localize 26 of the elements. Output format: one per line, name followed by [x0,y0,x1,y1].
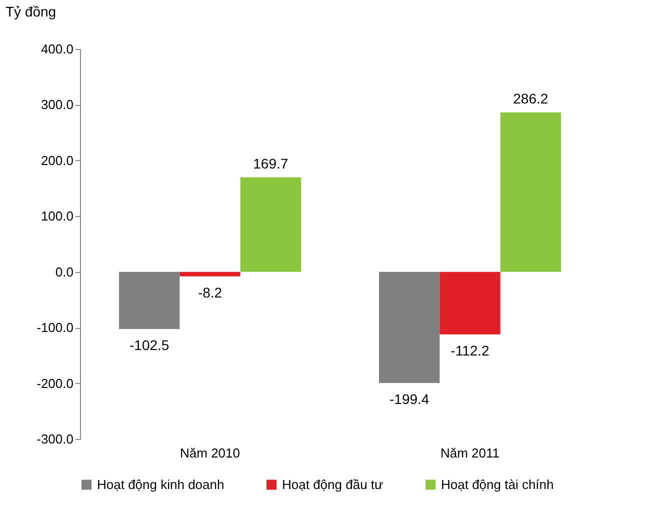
bar [500,112,561,272]
bar [119,272,180,329]
legend-label: Hoạt động tài chính [441,476,554,492]
data-label: 169.7 [253,155,288,172]
y-tick-label: -300.0 [36,432,74,446]
legend-label: Hoạt động kinh doanh [97,476,224,492]
x-tick-label: Năm 2011 [440,446,500,460]
legend-label: Hoạt động đầu tư [282,476,384,492]
data-label: -199.4 [389,390,430,407]
data-label: 286.2 [513,90,548,106]
y-tick-label: 0.0 [55,264,74,280]
bar [379,272,440,383]
y-axis-title: Tỷ đồng [6,4,56,20]
y-tick-label: 400.0 [40,42,74,56]
bar [180,272,240,276]
y-tick-label: 200.0 [40,152,74,168]
data-label: -102.5 [129,336,170,353]
x-tick-label: Năm 2010 [180,446,240,460]
data-label: -8.2 [198,284,222,300]
y-tick-label: -100.0 [36,320,74,336]
data-label: -112.2 [450,342,490,358]
y-tick-label: 300.0 [40,97,74,112]
y-tick-label: 100.0 [40,208,74,224]
bar [240,177,301,272]
bar [440,272,500,334]
y-tick-label: -200.0 [36,376,74,391]
